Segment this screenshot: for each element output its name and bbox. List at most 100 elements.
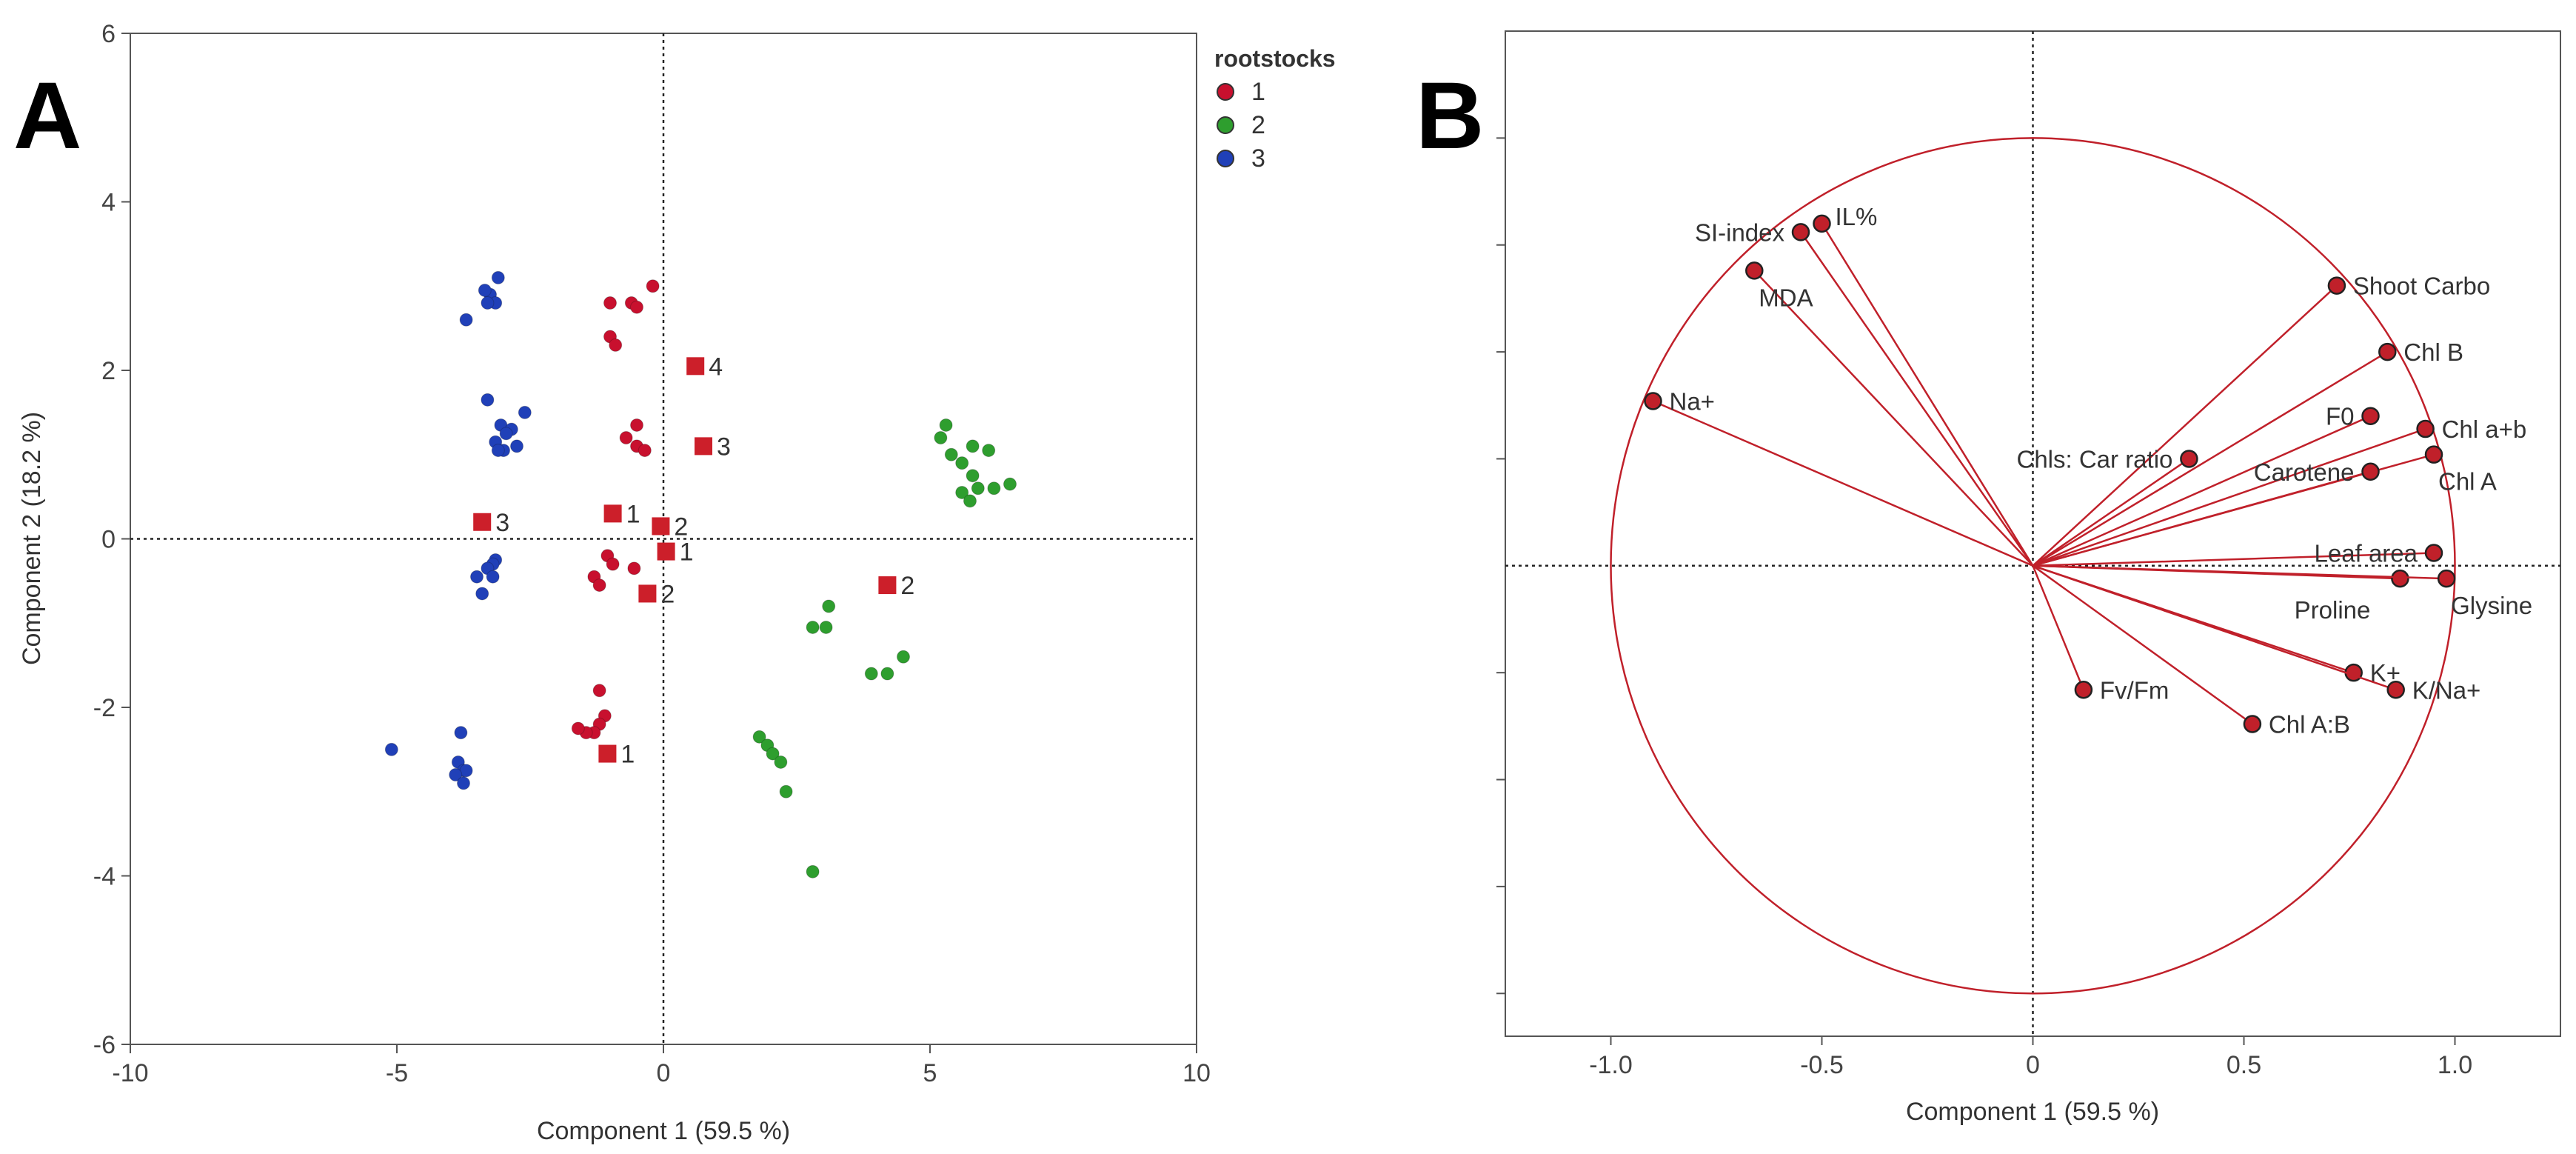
panel-b-letter: B [1416, 63, 1484, 169]
loading-label: Chl B [2403, 338, 2463, 366]
loading-label: Shoot Carbo [2353, 273, 2490, 300]
loading-point [2243, 715, 2262, 733]
y-tick-label: -2 [93, 694, 116, 722]
x-tick-label: 0 [2026, 1051, 2040, 1079]
data-point-group-2 [939, 418, 953, 432]
loading-label: Leaf area [2315, 539, 2418, 567]
loading-arrow [2032, 284, 2338, 567]
y-tick-label: 0 [101, 526, 116, 554]
data-point-group-1 [638, 444, 652, 458]
data-point-group-2 [897, 650, 910, 664]
loading-point [1813, 214, 1831, 233]
square-marker [598, 744, 617, 763]
data-point-group-2 [963, 494, 977, 508]
loading-arrow [2033, 552, 2435, 567]
data-point-group-3 [384, 742, 398, 756]
square-marker-label: 2 [900, 572, 914, 600]
data-point-group-1 [609, 338, 623, 352]
legend-label-1: 1 [1251, 78, 1265, 106]
unit-circle [1610, 137, 2456, 995]
data-point-group-1 [571, 721, 585, 736]
loading-arrow [2033, 427, 2426, 567]
loading-label: Chl A:B [2269, 710, 2350, 738]
data-point-group-2 [779, 784, 793, 798]
panel-b-x-axis-label: Component 1 (59.5 %) [1906, 1098, 2159, 1126]
square-marker-label: 2 [660, 580, 675, 608]
loading-point [2378, 342, 2397, 361]
data-point-group-2 [752, 730, 766, 744]
square-marker [603, 504, 622, 523]
legend-marker-3 [1217, 150, 1234, 167]
loading-label: Carotene [2254, 458, 2355, 486]
loading-point [2361, 407, 2380, 425]
square-marker-label: 4 [709, 353, 723, 381]
y-tick-label: 2 [101, 357, 116, 385]
data-point-group-3 [457, 776, 470, 790]
data-point-group-3 [478, 283, 492, 297]
data-point-group-3 [510, 439, 523, 453]
data-point-group-2 [971, 481, 985, 496]
data-point-group-2 [864, 667, 878, 681]
data-point-group-3 [470, 570, 484, 584]
panel-b: B -1.0 -0.5 0 0.5 1.0 IL% SI-index MDA Na+ Shoot… [1416, 30, 2561, 1126]
data-point-group-1 [646, 279, 660, 293]
loading-arrow [2032, 415, 2372, 567]
loading-label: Chls: Car ratio [2017, 445, 2173, 473]
data-point-group-1 [606, 557, 620, 571]
panel-b-axis-ticks: -1.0 -0.5 0 0.5 1.0 [1496, 137, 2472, 1079]
data-point-group-3 [499, 427, 513, 441]
panel-a-letter: A [13, 63, 81, 169]
panel-a-legend: rootstocks 1 2 3 [1214, 45, 1336, 173]
panel-a-axis-ticks: -10 -5 0 5 10 -6 -4 -2 0 2 4 6 [93, 20, 1211, 1087]
data-point-group-2 [955, 456, 969, 470]
data-point-group-3 [491, 444, 505, 458]
x-tick-label: 0 [657, 1059, 671, 1087]
panel-a-square-markers: 433 1 212 21 [473, 353, 914, 769]
loading-label: Na+ [1670, 387, 1715, 415]
loading-label: K/Na+ [2412, 676, 2481, 704]
x-tick-label: -1.0 [1589, 1051, 1633, 1079]
square-marker [657, 542, 675, 561]
data-point-group-2 [944, 447, 958, 461]
data-point-group-2 [966, 469, 980, 483]
panel-a-reference-lines [130, 33, 1197, 1044]
data-point-group-2 [766, 747, 780, 761]
loading-point [1791, 223, 1810, 241]
square-marker-label: 1 [620, 741, 635, 769]
loading-point [2424, 544, 2443, 562]
data-point-group-1 [603, 296, 617, 310]
square-marker-label: 1 [680, 538, 694, 567]
loading-point [1745, 261, 1764, 280]
legend-marker-1 [1217, 83, 1234, 101]
data-point-group-1 [619, 431, 633, 444]
loading-point [2361, 462, 2380, 481]
x-tick-label: 1.0 [2438, 1051, 2472, 1079]
data-point-group-1 [630, 300, 643, 314]
data-point-group-2 [934, 431, 948, 444]
y-tick-label: 6 [101, 20, 116, 48]
x-tick-label: -10 [112, 1059, 148, 1087]
data-point-group-1 [627, 561, 641, 576]
loading-arrow [1753, 270, 2034, 567]
data-point-group-2 [987, 481, 1001, 496]
loading-point [2386, 681, 2405, 699]
square-marker [695, 437, 712, 456]
data-point-group-2 [880, 667, 894, 681]
square-marker-label: 3 [495, 509, 509, 537]
loading-point [2424, 445, 2443, 464]
data-point-group-3 [459, 313, 473, 327]
panel-a-points [384, 270, 1017, 878]
square-marker [878, 576, 897, 595]
data-point-group-3 [481, 296, 495, 310]
loading-label: Proline [2295, 596, 2371, 624]
y-tick-label: 4 [101, 189, 116, 217]
data-point-group-2 [822, 599, 836, 613]
loading-arrow [2033, 470, 2371, 567]
data-point-group-3 [481, 393, 495, 407]
data-point-group-1 [592, 684, 606, 698]
x-tick-label: -5 [386, 1059, 408, 1087]
legend-label-2: 2 [1251, 111, 1265, 139]
square-marker [652, 517, 670, 536]
loading-point [2180, 450, 2198, 468]
